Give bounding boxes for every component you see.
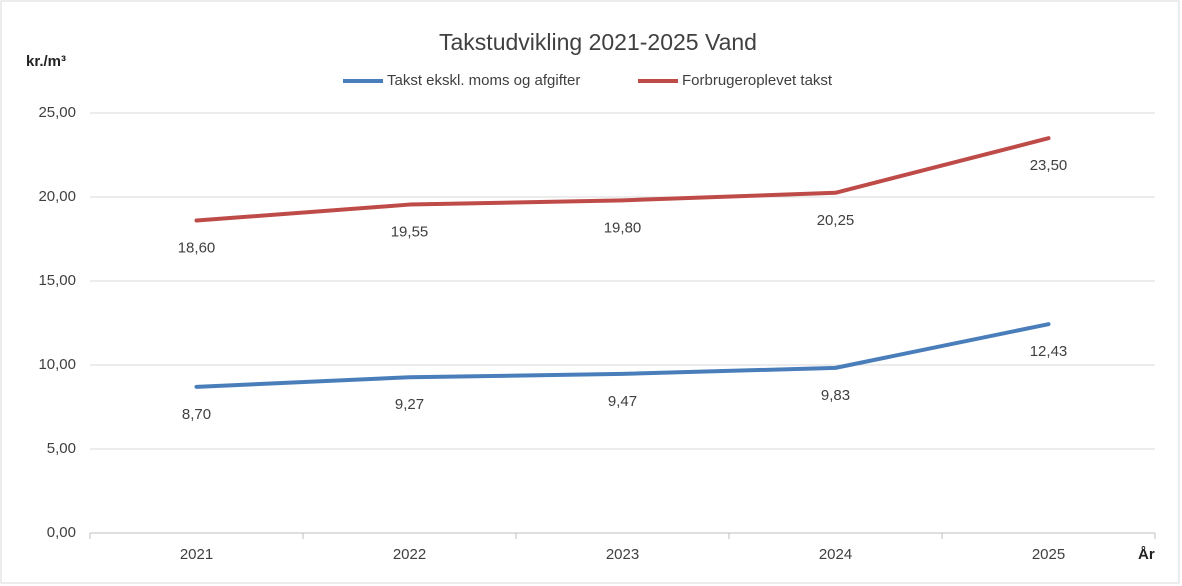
data-label: 18,60 (178, 239, 216, 256)
data-label: 9,83 (821, 387, 850, 404)
legend-label: Takst ekskl. moms og afgifter (387, 72, 580, 89)
data-label: 9,27 (395, 396, 424, 413)
data-label: 8,70 (182, 406, 211, 423)
data-label: 9,47 (608, 393, 637, 410)
y-tick-label: 20,00 (38, 188, 76, 205)
y-tick-label: 5,00 (47, 440, 76, 457)
y-tick-label: 0,00 (47, 524, 76, 541)
y-tick-label: 25,00 (38, 104, 76, 121)
legend-label: Forbrugeroplevet takst (682, 72, 833, 89)
data-label: 12,43 (1030, 343, 1068, 360)
data-label: 19,80 (604, 219, 642, 236)
data-label: 20,25 (817, 212, 855, 229)
chart-title: Takstudvikling 2021-2025 Vand (439, 29, 757, 55)
x-tick-label: 2025 (1032, 546, 1065, 563)
data-label: 19,55 (391, 224, 429, 241)
series-line (194, 322, 1051, 389)
y-tick-label: 10,00 (38, 356, 76, 373)
x-tick-label: 2022 (393, 546, 426, 563)
x-axis-label: År (1138, 546, 1155, 563)
y-axis-label: kr./m³ (26, 53, 66, 70)
data-label: 23,50 (1030, 157, 1068, 174)
x-tick-label: 2023 (606, 546, 639, 563)
series-line (194, 136, 1051, 223)
x-tick-label: 2021 (180, 546, 213, 563)
y-tick-label: 15,00 (38, 272, 76, 289)
x-tick-label: 2024 (819, 546, 852, 563)
